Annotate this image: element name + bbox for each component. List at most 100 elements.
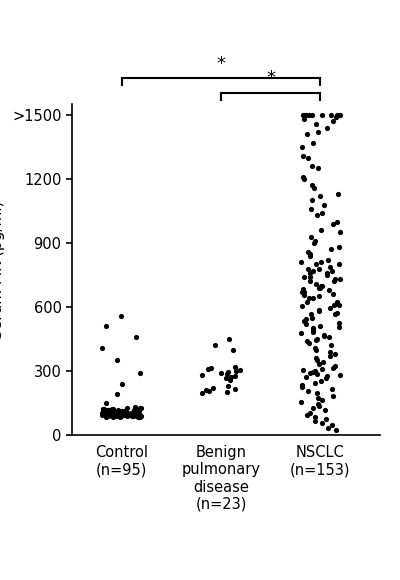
Point xyxy=(120,411,127,420)
Point xyxy=(324,270,330,280)
Point xyxy=(304,336,310,346)
Point xyxy=(332,349,338,358)
Point xyxy=(310,327,316,336)
Point xyxy=(317,321,323,331)
Point xyxy=(303,373,309,382)
Point xyxy=(108,409,114,418)
Point xyxy=(117,412,124,422)
Point xyxy=(133,408,140,418)
Point xyxy=(314,211,320,220)
Point xyxy=(99,343,106,352)
Point xyxy=(118,410,124,419)
Point xyxy=(100,408,106,417)
Point xyxy=(336,110,343,119)
Point xyxy=(300,316,307,325)
Point xyxy=(310,266,316,276)
Point xyxy=(128,408,134,418)
Point xyxy=(121,409,128,419)
Point xyxy=(130,408,137,418)
Point xyxy=(103,398,109,408)
Point xyxy=(327,303,334,313)
Point xyxy=(138,412,144,421)
Point xyxy=(107,405,113,415)
Point xyxy=(328,341,334,350)
Point xyxy=(320,330,327,339)
Point xyxy=(316,401,322,411)
Point xyxy=(309,324,316,333)
Point xyxy=(327,351,334,361)
Point xyxy=(333,217,340,226)
Point xyxy=(122,406,128,415)
Point xyxy=(233,367,239,376)
Point xyxy=(320,200,327,209)
Point xyxy=(298,328,304,337)
Point xyxy=(133,332,139,342)
Point xyxy=(301,288,307,297)
Point xyxy=(103,412,110,422)
Point xyxy=(218,368,224,378)
Point xyxy=(334,309,340,318)
Point xyxy=(115,405,122,415)
Point xyxy=(136,411,142,420)
Point xyxy=(300,172,306,182)
Point xyxy=(303,410,310,419)
Point xyxy=(313,345,319,354)
Point xyxy=(124,404,130,413)
Point xyxy=(336,300,342,310)
Point xyxy=(202,386,209,395)
Point xyxy=(309,162,315,171)
Point xyxy=(319,281,326,291)
Point xyxy=(112,409,119,418)
Point xyxy=(309,181,316,190)
Point xyxy=(333,113,339,122)
Point xyxy=(310,294,316,303)
Point xyxy=(312,412,319,422)
Point xyxy=(325,255,331,264)
Point xyxy=(307,249,313,258)
Point xyxy=(109,409,115,418)
Point xyxy=(327,347,334,357)
Point xyxy=(224,369,230,379)
Point xyxy=(319,419,326,428)
Point xyxy=(100,406,106,415)
Point xyxy=(316,264,322,273)
Point xyxy=(119,379,125,389)
Point xyxy=(334,297,340,306)
Point xyxy=(305,247,311,256)
Point xyxy=(300,151,306,160)
Point xyxy=(310,183,317,192)
Point xyxy=(308,310,314,319)
Point xyxy=(103,321,110,331)
Point xyxy=(208,363,214,372)
Point xyxy=(110,409,117,419)
Point xyxy=(316,306,322,315)
Point xyxy=(109,404,115,413)
Point xyxy=(318,281,324,291)
Point xyxy=(130,410,137,419)
Point xyxy=(135,408,142,417)
Point xyxy=(322,414,329,423)
Point xyxy=(299,380,305,390)
Point xyxy=(328,266,335,276)
Point xyxy=(326,332,332,342)
Point xyxy=(336,242,342,252)
Point xyxy=(316,359,322,368)
Point xyxy=(112,412,119,421)
Point xyxy=(300,110,306,119)
Y-axis label: Serum MK (pg/ml): Serum MK (pg/ml) xyxy=(0,201,5,339)
Point xyxy=(137,404,143,413)
Point xyxy=(324,372,330,381)
Point xyxy=(135,412,141,421)
Point xyxy=(320,331,327,340)
Point xyxy=(308,232,314,241)
Point xyxy=(110,404,116,414)
Point xyxy=(229,345,236,354)
Point xyxy=(105,406,111,415)
Point xyxy=(136,406,142,415)
Point xyxy=(308,204,314,213)
Point xyxy=(333,425,340,434)
Point xyxy=(106,409,112,418)
Point xyxy=(206,387,212,396)
Point xyxy=(304,297,310,306)
Point xyxy=(131,408,137,417)
